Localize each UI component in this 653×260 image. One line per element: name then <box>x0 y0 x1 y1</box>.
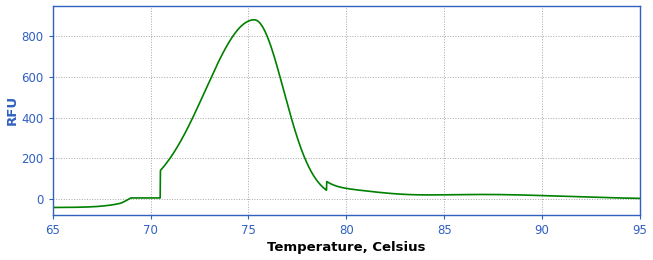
Y-axis label: RFU: RFU <box>6 95 18 126</box>
X-axis label: Temperature, Celsius: Temperature, Celsius <box>267 242 426 255</box>
